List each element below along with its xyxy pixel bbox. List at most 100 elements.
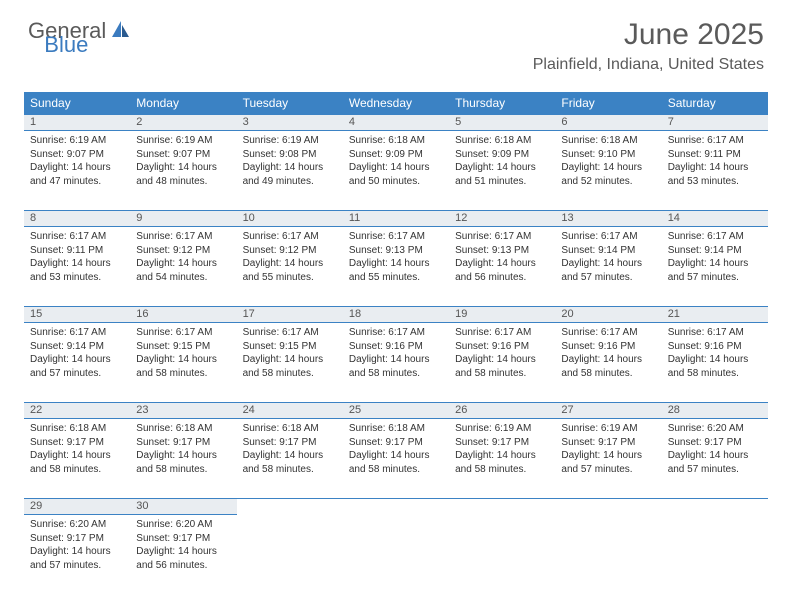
sunset-line: Sunset: 9:17 PM — [561, 436, 655, 450]
day-cell: Sunrise: 6:19 AMSunset: 9:17 PMDaylight:… — [449, 419, 555, 499]
daynum-cell: 29 — [24, 499, 130, 515]
daylight-line: Daylight: 14 hours and 57 minutes. — [30, 545, 124, 572]
daynum-cell: 8 — [24, 211, 130, 227]
sunrise-line: Sunrise: 6:18 AM — [455, 134, 549, 148]
daynum-cell: 22 — [24, 403, 130, 419]
daylight-line: Daylight: 14 hours and 58 minutes. — [455, 449, 549, 476]
sunrise-line: Sunrise: 6:19 AM — [243, 134, 337, 148]
day-cell: Sunrise: 6:17 AMSunset: 9:12 PMDaylight:… — [237, 227, 343, 307]
daynum-cell: 10 — [237, 211, 343, 227]
day-cell: Sunrise: 6:20 AMSunset: 9:17 PMDaylight:… — [130, 515, 236, 595]
daynum-cell: 5 — [449, 115, 555, 131]
daynum-cell: 24 — [237, 403, 343, 419]
sunrise-line: Sunrise: 6:17 AM — [243, 326, 337, 340]
daynum-cell — [343, 499, 449, 515]
day-cell: Sunrise: 6:18 AMSunset: 9:10 PMDaylight:… — [555, 131, 661, 211]
sunset-line: Sunset: 9:07 PM — [136, 148, 230, 162]
day-cell: Sunrise: 6:18 AMSunset: 9:09 PMDaylight:… — [449, 131, 555, 211]
sunset-line: Sunset: 9:17 PM — [136, 436, 230, 450]
daylight-line: Daylight: 14 hours and 55 minutes. — [349, 257, 443, 284]
sunrise-line: Sunrise: 6:17 AM — [30, 326, 124, 340]
daynum-cell: 1 — [24, 115, 130, 131]
sunrise-line: Sunrise: 6:17 AM — [455, 230, 549, 244]
daylight-line: Daylight: 14 hours and 56 minutes. — [455, 257, 549, 284]
sunset-line: Sunset: 9:11 PM — [30, 244, 124, 258]
sunrise-line: Sunrise: 6:17 AM — [136, 326, 230, 340]
daynum-cell: 4 — [343, 115, 449, 131]
daylight-line: Daylight: 14 hours and 56 minutes. — [136, 545, 230, 572]
sunrise-line: Sunrise: 6:17 AM — [455, 326, 549, 340]
daynum-cell: 17 — [237, 307, 343, 323]
sunset-line: Sunset: 9:12 PM — [136, 244, 230, 258]
title-block: June 2025 Plainfield, Indiana, United St… — [533, 18, 764, 74]
daynum-cell: 26 — [449, 403, 555, 419]
sunset-line: Sunset: 9:17 PM — [30, 532, 124, 546]
page-header: General Blue June 2025 Plainfield, India… — [0, 0, 792, 82]
day-cell: Sunrise: 6:17 AMSunset: 9:16 PMDaylight:… — [662, 323, 768, 403]
sunset-line: Sunset: 9:10 PM — [561, 148, 655, 162]
daylight-line: Daylight: 14 hours and 49 minutes. — [243, 161, 337, 188]
day-cell: Sunrise: 6:18 AMSunset: 9:09 PMDaylight:… — [343, 131, 449, 211]
day-cell: Sunrise: 6:17 AMSunset: 9:16 PMDaylight:… — [343, 323, 449, 403]
weekday-header-row: Sunday Monday Tuesday Wednesday Thursday… — [24, 92, 768, 115]
daynum-cell: 25 — [343, 403, 449, 419]
daylight-line: Daylight: 14 hours and 58 minutes. — [136, 449, 230, 476]
sunset-line: Sunset: 9:17 PM — [349, 436, 443, 450]
day-cell: Sunrise: 6:17 AMSunset: 9:12 PMDaylight:… — [130, 227, 236, 307]
day-cell: Sunrise: 6:17 AMSunset: 9:14 PMDaylight:… — [24, 323, 130, 403]
month-title: June 2025 — [533, 18, 764, 52]
sunset-line: Sunset: 9:07 PM — [30, 148, 124, 162]
daylight-line: Daylight: 14 hours and 57 minutes. — [561, 257, 655, 284]
daynum-cell: 12 — [449, 211, 555, 227]
daylight-line: Daylight: 14 hours and 58 minutes. — [243, 353, 337, 380]
sunset-line: Sunset: 9:14 PM — [668, 244, 762, 258]
sunset-line: Sunset: 9:17 PM — [136, 532, 230, 546]
daylight-line: Daylight: 14 hours and 47 minutes. — [30, 161, 124, 188]
daylight-line: Daylight: 14 hours and 53 minutes. — [30, 257, 124, 284]
day-cell: Sunrise: 6:19 AMSunset: 9:17 PMDaylight:… — [555, 419, 661, 499]
weekday-header: Friday — [555, 92, 661, 115]
sunrise-line: Sunrise: 6:17 AM — [668, 230, 762, 244]
daynum-cell: 14 — [662, 211, 768, 227]
day-cell: Sunrise: 6:17 AMSunset: 9:15 PMDaylight:… — [237, 323, 343, 403]
daynum-cell: 20 — [555, 307, 661, 323]
daylight-line: Daylight: 14 hours and 52 minutes. — [561, 161, 655, 188]
sunrise-line: Sunrise: 6:17 AM — [349, 326, 443, 340]
sunset-line: Sunset: 9:13 PM — [349, 244, 443, 258]
daynum-cell: 28 — [662, 403, 768, 419]
day-cell: Sunrise: 6:17 AMSunset: 9:15 PMDaylight:… — [130, 323, 236, 403]
day-cell: Sunrise: 6:19 AMSunset: 9:07 PMDaylight:… — [24, 131, 130, 211]
week-row: Sunrise: 6:20 AMSunset: 9:17 PMDaylight:… — [24, 515, 768, 595]
location-text: Plainfield, Indiana, United States — [533, 56, 764, 74]
daylight-line: Daylight: 14 hours and 50 minutes. — [349, 161, 443, 188]
day-cell: Sunrise: 6:18 AMSunset: 9:17 PMDaylight:… — [237, 419, 343, 499]
daynum-cell: 7 — [662, 115, 768, 131]
sunrise-line: Sunrise: 6:18 AM — [349, 134, 443, 148]
calendar-table: Sunday Monday Tuesday Wednesday Thursday… — [24, 92, 768, 595]
day-cell: Sunrise: 6:17 AMSunset: 9:11 PMDaylight:… — [24, 227, 130, 307]
week-row: Sunrise: 6:19 AMSunset: 9:07 PMDaylight:… — [24, 131, 768, 211]
sunrise-line: Sunrise: 6:19 AM — [136, 134, 230, 148]
day-cell: Sunrise: 6:17 AMSunset: 9:11 PMDaylight:… — [662, 131, 768, 211]
daylight-line: Daylight: 14 hours and 58 minutes. — [668, 353, 762, 380]
day-cell: Sunrise: 6:17 AMSunset: 9:16 PMDaylight:… — [555, 323, 661, 403]
daylight-line: Daylight: 14 hours and 57 minutes. — [668, 449, 762, 476]
sunset-line: Sunset: 9:14 PM — [561, 244, 655, 258]
brand-logo: General Blue — [28, 18, 132, 44]
daylight-line: Daylight: 14 hours and 58 minutes. — [561, 353, 655, 380]
sunset-line: Sunset: 9:14 PM — [30, 340, 124, 354]
weekday-header: Tuesday — [237, 92, 343, 115]
daylight-line: Daylight: 14 hours and 57 minutes. — [30, 353, 124, 380]
daynum-cell: 30 — [130, 499, 236, 515]
daynum-row: 22232425262728 — [24, 403, 768, 419]
daylight-line: Daylight: 14 hours and 58 minutes. — [455, 353, 549, 380]
daylight-line: Daylight: 14 hours and 55 minutes. — [243, 257, 337, 284]
sunset-line: Sunset: 9:16 PM — [455, 340, 549, 354]
daynum-row: 2930 — [24, 499, 768, 515]
sunset-line: Sunset: 9:17 PM — [455, 436, 549, 450]
weekday-header: Sunday — [24, 92, 130, 115]
daylight-line: Daylight: 14 hours and 53 minutes. — [668, 161, 762, 188]
sunrise-line: Sunrise: 6:17 AM — [349, 230, 443, 244]
sunrise-line: Sunrise: 6:17 AM — [243, 230, 337, 244]
day-cell — [237, 515, 343, 595]
